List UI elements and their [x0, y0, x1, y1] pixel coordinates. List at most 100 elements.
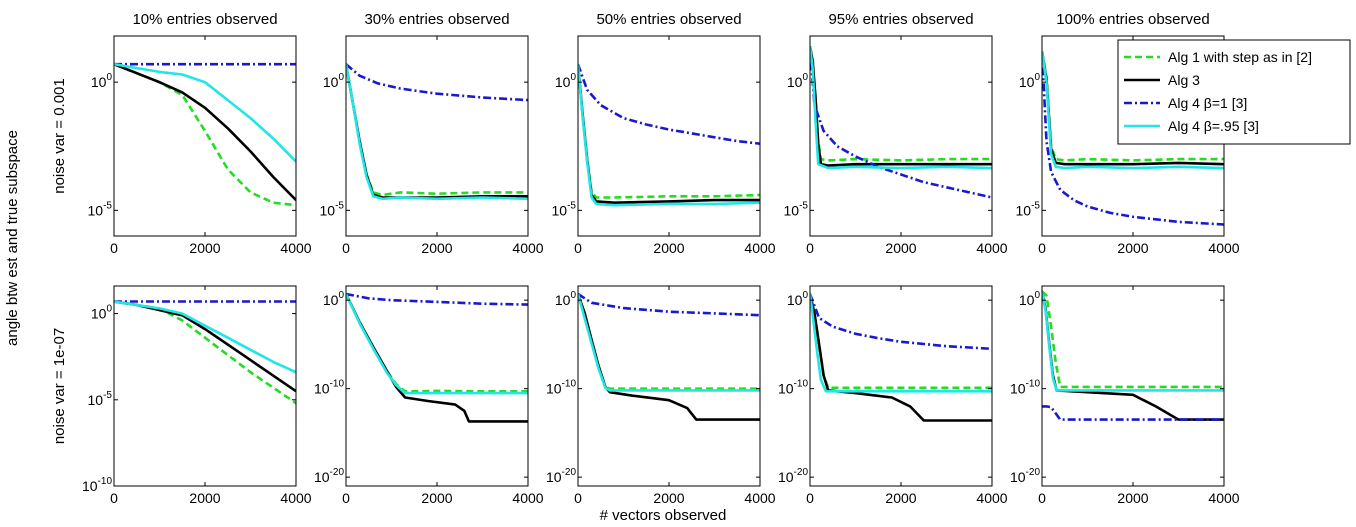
x-tick-label: 4000 [280, 490, 311, 506]
plot-frame [345, 35, 529, 237]
series-line-1 [346, 293, 528, 393]
y-tick-label: 10-5 [88, 390, 113, 408]
y-tick-label: 100 [323, 72, 345, 90]
legend-label: Alg 3 [1168, 72, 1200, 88]
series-line-2 [346, 293, 528, 423]
subplot-title: 100% entries observed [1056, 11, 1209, 28]
series-group [1042, 290, 1224, 421]
plot-frame [809, 285, 993, 487]
y-tick-label: 100 [323, 290, 345, 308]
subplot: 0 2000 4000 100 10-5 10% entries observed nois… [51, 11, 312, 256]
series-line-2 [1042, 291, 1224, 421]
y-tick-label: 10-5 [784, 200, 809, 218]
series-group [1042, 51, 1224, 226]
series-line-3 [346, 292, 528, 306]
series-line-4 [346, 63, 528, 201]
x-tick-label: 2000 [885, 240, 916, 256]
subplot: 0 2000 4000 100 10-10 10-20 [314, 285, 544, 506]
series-line-1 [578, 293, 760, 391]
y-tick-label: 10-10 [82, 476, 112, 494]
x-tick-label: 2000 [189, 240, 220, 256]
y-tick-label: 10-20 [546, 467, 576, 485]
legend: Alg 1 with step as in [2] Alg 3 Alg 4 β=1 … [1117, 39, 1351, 145]
x-tick-label: 2000 [885, 490, 916, 506]
series-line-4 [114, 300, 296, 374]
series-line-3 [578, 292, 760, 317]
series-line-1 [1042, 290, 1224, 389]
subplot-title: 10% entries observed [132, 11, 277, 28]
series-line-4 [1042, 291, 1224, 392]
series-line-3 [810, 46, 992, 199]
series-line-3 [1042, 51, 1224, 226]
subplot-title: 30% entries observed [364, 11, 509, 28]
x-tick-label: 4000 [1208, 240, 1239, 256]
x-tick-label: 0 [806, 490, 814, 506]
series-group [114, 300, 296, 405]
subplot-title: 50% entries observed [596, 11, 741, 28]
subplot: 0 2000 4000 100 10-5 50% entries observed [552, 11, 776, 256]
series-line-3 [1042, 405, 1224, 421]
subplot: 0 2000 4000 100 10-5 100% entries observed [1016, 11, 1240, 256]
series-line-2 [578, 64, 760, 204]
x-tick-label: 4000 [976, 240, 1007, 256]
figure-ylabel: angle btw est and true subspace [4, 130, 21, 346]
series-line-4 [1042, 51, 1224, 170]
legend-label: Alg 4 β=1 [3] [1168, 95, 1247, 111]
y-tick-label: 100 [1019, 72, 1041, 90]
subplot: 0 2000 4000 100 10-5 95% entries observed [784, 11, 1008, 256]
x-tick-label: 2000 [189, 490, 220, 506]
series-line-3 [810, 293, 992, 351]
y-tick-label: 10-20 [778, 467, 808, 485]
y-tick-label: 10-10 [546, 379, 576, 397]
legend-label: Alg 4 β=.95 [3] [1168, 118, 1259, 134]
x-tick-label: 4000 [744, 240, 775, 256]
y-tick-label: 100 [787, 290, 809, 308]
subplot-ylabel: noise var = 1e-07 [51, 328, 68, 444]
series-line-2 [346, 63, 528, 199]
series-line-4 [578, 64, 760, 207]
series-line-4 [114, 62, 296, 163]
legend-label: Alg 1 with step as in [2] [1168, 49, 1312, 65]
x-tick-label: 4000 [744, 490, 775, 506]
y-tick-label: 10-5 [1016, 200, 1041, 218]
x-tick-label: 2000 [1117, 490, 1148, 506]
series-line-4 [578, 293, 760, 392]
x-tick-label: 2000 [653, 490, 684, 506]
series-line-4 [346, 293, 528, 395]
series-line-1 [114, 300, 296, 405]
series-line-2 [578, 293, 760, 421]
y-tick-label: 100 [91, 72, 113, 90]
plot-frame [577, 35, 761, 237]
series-line-1 [810, 46, 992, 162]
series-line-3 [346, 63, 528, 102]
x-tick-label: 2000 [1117, 240, 1148, 256]
series-group [578, 292, 760, 421]
series-group [346, 63, 528, 201]
subplot: 0 2000 4000 100 10-5 10-10 noise var = 1e-07 [51, 285, 312, 506]
series-line-1 [578, 64, 760, 199]
subplot: 0 2000 4000 100 10-10 10-20 [778, 285, 1008, 506]
y-tick-label: 10-5 [552, 200, 577, 218]
y-tick-label: 100 [787, 72, 809, 90]
x-tick-label: 0 [110, 490, 118, 506]
panels: 0 2000 4000 100 10-5 10% entries observed nois… [51, 11, 1240, 506]
x-tick-label: 0 [574, 490, 582, 506]
plot-frame [345, 285, 529, 487]
y-tick-label: 100 [91, 304, 113, 322]
series-group [578, 63, 760, 207]
y-tick-label: 10-20 [1010, 467, 1040, 485]
x-tick-label: 4000 [1208, 490, 1239, 506]
y-tick-label: 10-10 [1010, 379, 1040, 397]
x-tick-label: 0 [806, 240, 814, 256]
series-line-2 [114, 62, 296, 202]
x-tick-label: 4000 [280, 240, 311, 256]
x-tick-label: 0 [1038, 490, 1046, 506]
series-line-1 [114, 62, 296, 207]
x-tick-label: 0 [342, 240, 350, 256]
series-line-4 [810, 293, 992, 393]
y-tick-label: 10-5 [320, 200, 345, 218]
y-tick-label: 10-10 [778, 379, 808, 397]
x-tick-label: 0 [1038, 240, 1046, 256]
series-group [810, 46, 992, 199]
series-line-4 [810, 46, 992, 170]
